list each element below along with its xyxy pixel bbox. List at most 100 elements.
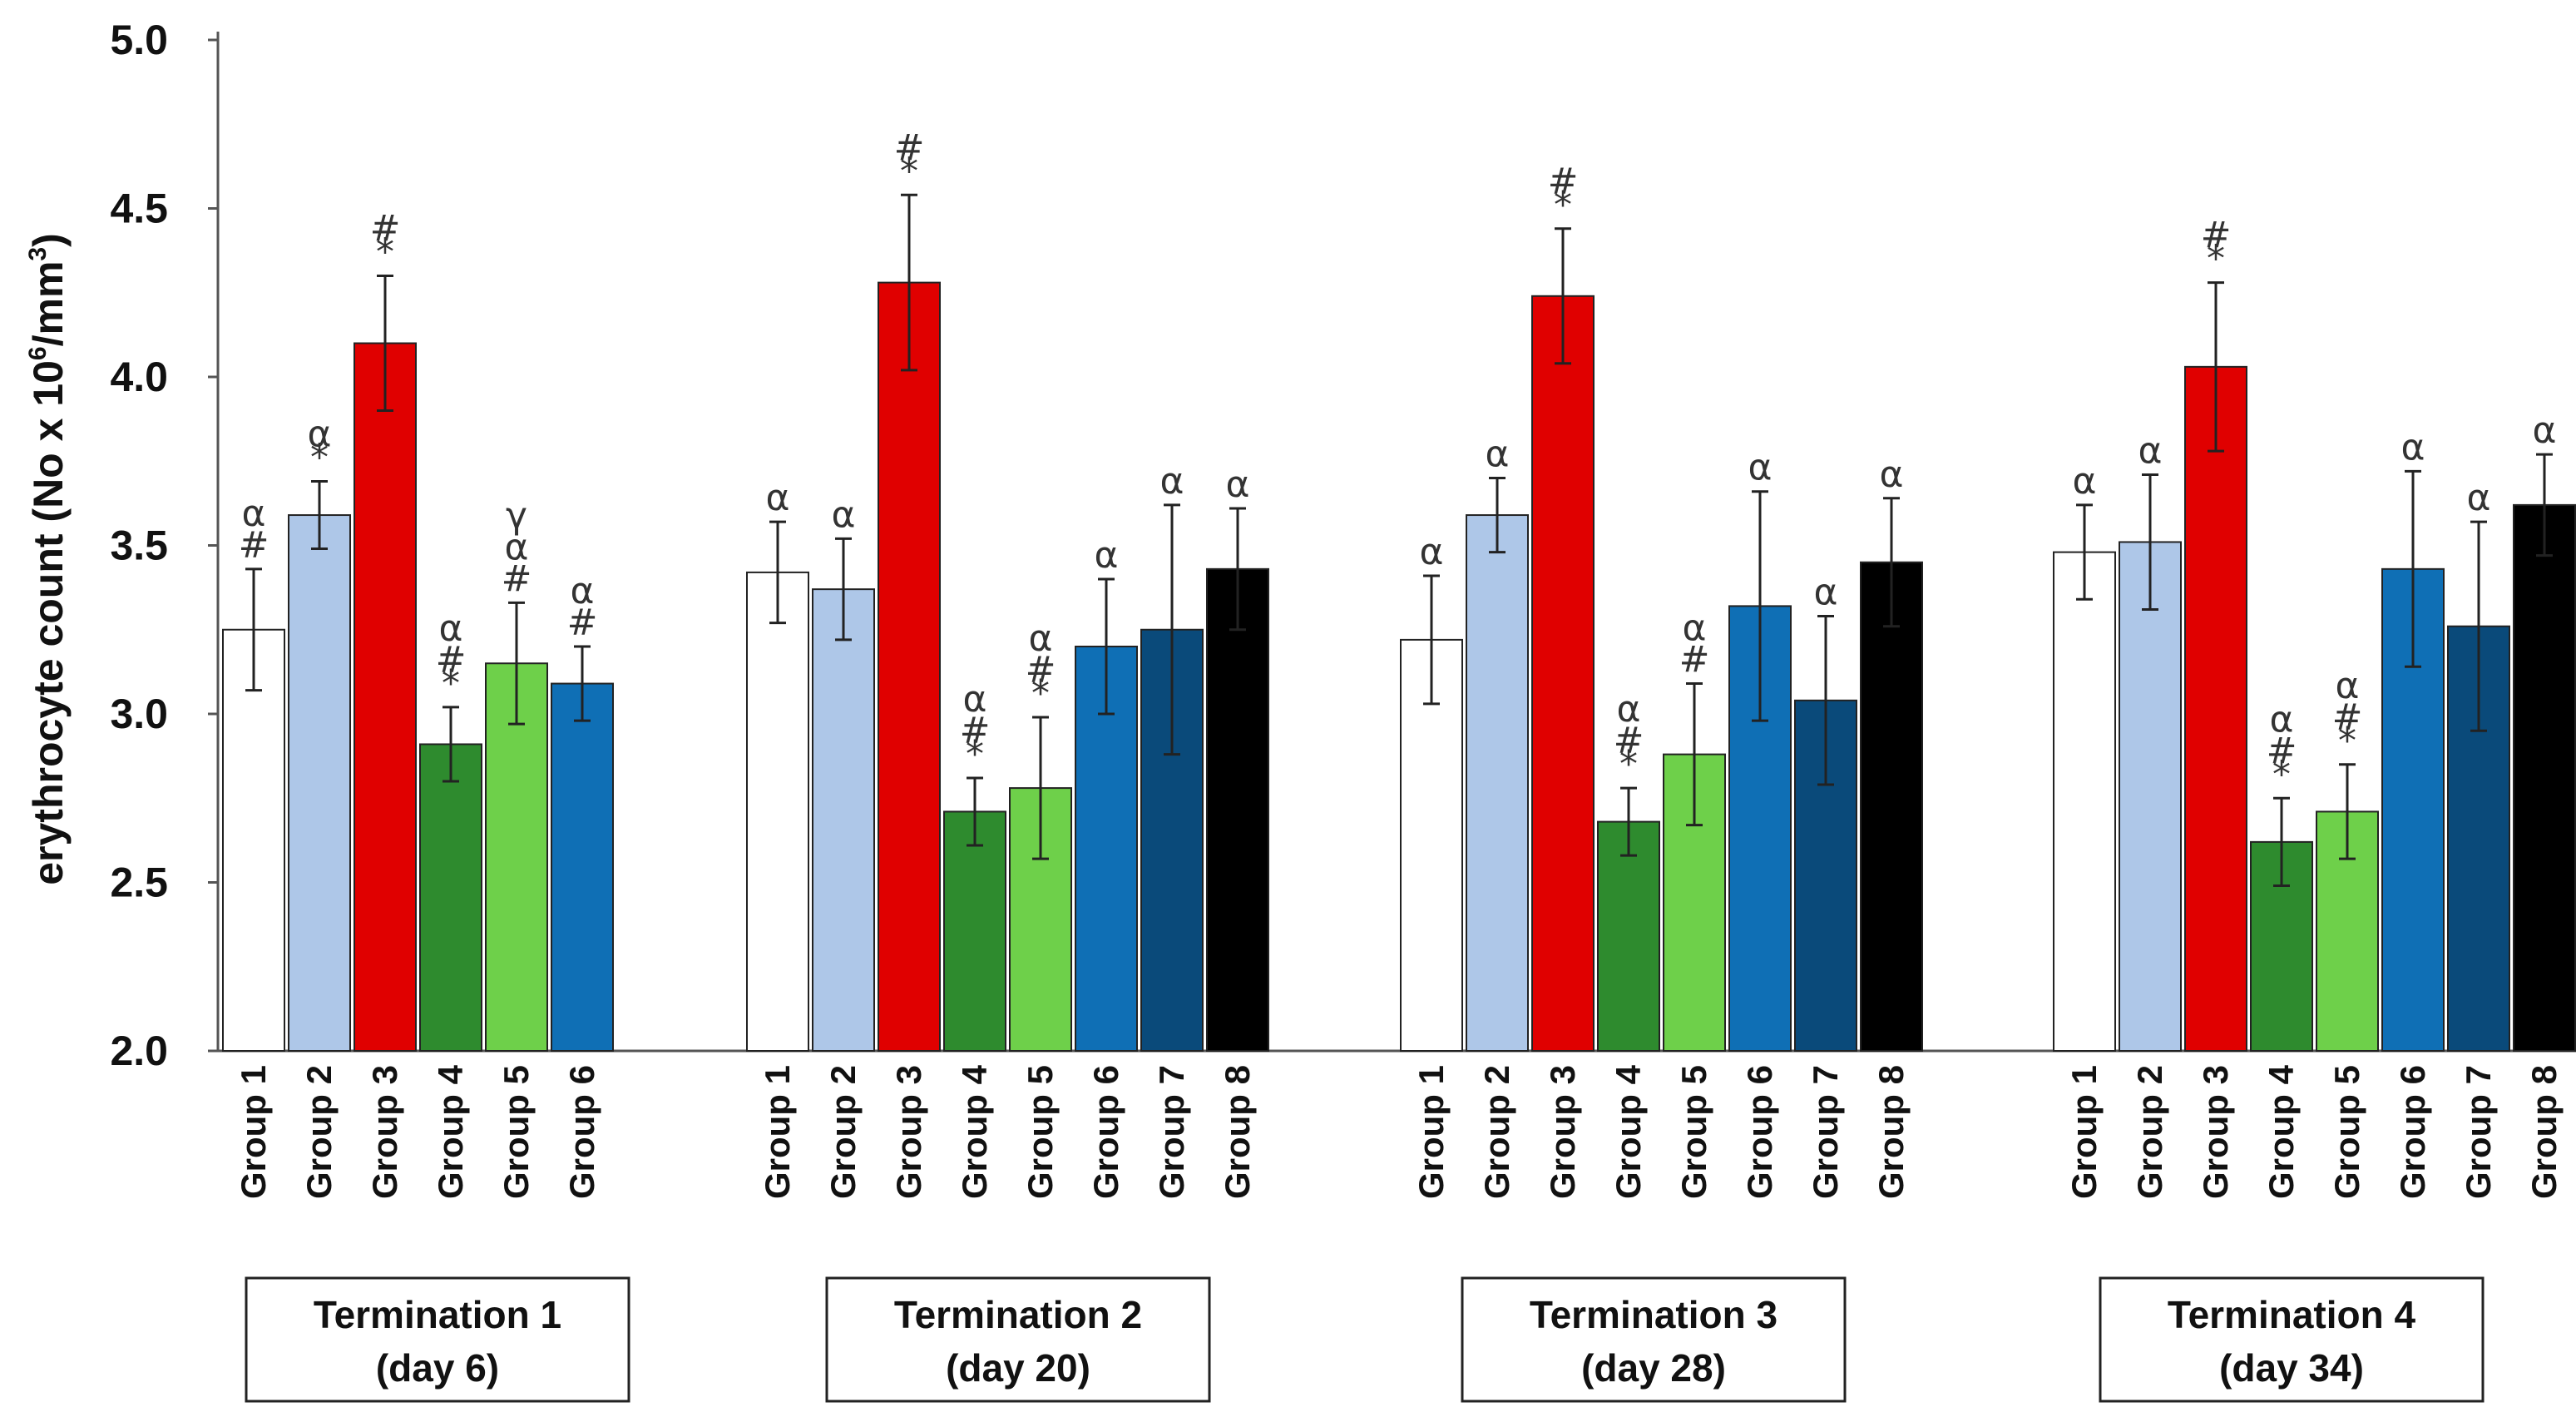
y-tick-label: 3.5	[110, 523, 168, 569]
bar	[419, 743, 482, 1052]
category-label: Group 2	[1477, 1065, 1516, 1199]
significance-annotation: #	[1614, 720, 1644, 762]
significance-annotation: α	[2269, 698, 2293, 741]
significance-annotation: α	[307, 414, 331, 456]
category-label: Group 1	[1412, 1065, 1451, 1199]
category-label: Group 7	[1806, 1065, 1845, 1199]
termination-box	[2099, 1276, 2485, 1403]
y-tick-label: 2.5	[110, 860, 168, 906]
y-tick-label: 4.0	[110, 354, 168, 400]
significance-annotation: α	[765, 477, 789, 519]
bar	[1597, 820, 1660, 1052]
bar	[1466, 514, 1529, 1052]
y-axis-label: erythrocyte count (No x 106/mm3)	[24, 233, 72, 885]
significance-annotation: α	[1682, 607, 1706, 650]
significance-annotation: *	[2207, 238, 2225, 280]
significance-annotation: *	[376, 231, 394, 274]
significance-annotation: #	[436, 639, 467, 681]
category-label: Group 5	[2327, 1065, 2366, 1199]
significance-annotation: α	[1879, 453, 1903, 496]
termination-label: Termination 3	[1530, 1293, 1777, 1336]
termination-label: Termination 2	[894, 1293, 1142, 1336]
category-label: Group 1	[2064, 1065, 2104, 1199]
significance-annotation: α	[241, 493, 265, 535]
significance-annotation: α	[1813, 572, 1837, 614]
significance-annotation: α	[1225, 463, 1249, 506]
bar	[222, 628, 285, 1052]
significance-annotation: α	[1028, 617, 1052, 660]
category-label: Group 1	[234, 1065, 273, 1199]
significance-annotation: #	[370, 208, 401, 250]
termination-day-label: (day 34)	[2219, 1346, 2364, 1390]
bar	[1531, 295, 1595, 1052]
significance-annotation: α	[504, 526, 528, 568]
bar	[746, 571, 809, 1052]
category-label: Group 8	[2524, 1065, 2564, 1199]
significance-annotation: #	[2332, 696, 2363, 739]
significance-annotation: #	[239, 524, 269, 567]
y-axis-label-exponent: 6	[24, 346, 52, 360]
significance-annotation: #	[502, 557, 532, 600]
category-label: Group 6	[562, 1065, 601, 1199]
y-axis-label-main: erythrocyte count (No x 10	[25, 360, 72, 885]
significance-annotation: #	[2267, 730, 2297, 772]
category-label: Group 7	[2459, 1065, 2498, 1199]
y-tick-label: 2.0	[110, 1028, 168, 1074]
significance-annotation: α	[831, 493, 855, 536]
significance-annotation: *	[442, 662, 460, 705]
y-axis-label-close: )	[25, 233, 72, 247]
bar	[2119, 541, 2182, 1052]
y-tick-label: 4.5	[110, 186, 168, 232]
bar	[551, 682, 614, 1052]
significance-annotation: α	[962, 678, 986, 721]
bar	[2184, 365, 2247, 1053]
bar	[1400, 638, 1463, 1053]
bar	[812, 588, 875, 1052]
significance-annotation: α	[2335, 665, 2359, 707]
bar	[2053, 551, 2116, 1052]
significance-annotation: γ	[506, 494, 527, 537]
category-label: Group 3	[1543, 1065, 1582, 1199]
termination-label: Termination 1	[314, 1293, 561, 1336]
significance-annotation: α	[570, 570, 594, 612]
significance-annotation: *	[1554, 184, 1572, 226]
category-label: Group 5	[1021, 1065, 1060, 1199]
significance-annotation: #	[2201, 215, 2232, 257]
termination-box	[245, 1276, 630, 1403]
significance-annotation: α	[2138, 429, 2162, 472]
bar	[288, 514, 351, 1052]
bar	[943, 810, 1006, 1052]
category-label: Group 6	[2393, 1065, 2432, 1199]
y-axis-label-unit-exponent: 3	[24, 247, 52, 261]
termination-label: Termination 4	[2168, 1293, 2416, 1336]
category-label: Group 4	[2262, 1064, 2301, 1199]
category-label: Group 5	[1674, 1065, 1713, 1199]
significance-annotation: α	[1094, 534, 1118, 577]
termination-day-label: (day 6)	[376, 1346, 499, 1390]
significance-annotation: α	[2072, 460, 2096, 503]
termination-day-label: (day 20)	[946, 1346, 1090, 1390]
significance-annotation: α	[2400, 426, 2425, 468]
termination-day-label: (day 28)	[1581, 1346, 1726, 1390]
category-label: Group 4	[431, 1064, 470, 1199]
category-label: Group 3	[2196, 1065, 2235, 1199]
y-axis-label-unit: /mm	[25, 261, 72, 347]
category-label: Group 6	[1740, 1065, 1779, 1199]
bar	[485, 662, 548, 1052]
category-label: Group 5	[497, 1065, 536, 1199]
significance-annotation: #	[1548, 161, 1579, 203]
bar	[2513, 503, 2576, 1052]
termination-box	[825, 1276, 1211, 1403]
category-label: Group 4	[955, 1064, 994, 1199]
termination-box	[1461, 1276, 1847, 1403]
significance-annotation: *	[1031, 672, 1050, 715]
category-label: Group 3	[365, 1065, 404, 1199]
significance-annotation: α	[1748, 447, 1772, 489]
y-tick-label: 3.0	[110, 691, 168, 737]
